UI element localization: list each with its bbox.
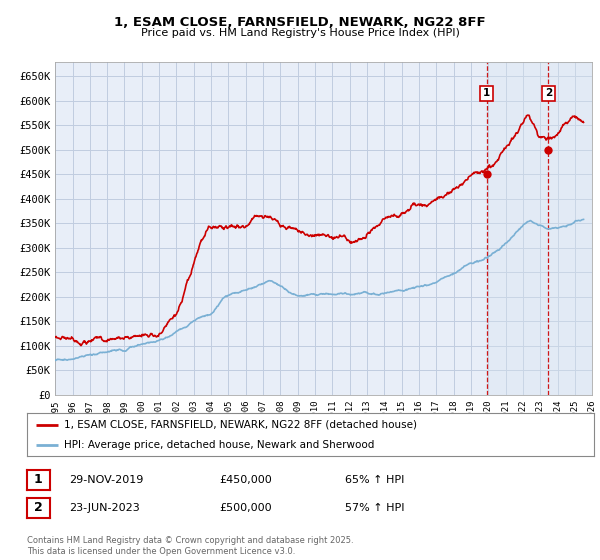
Text: 65% ↑ HPI: 65% ↑ HPI <box>345 475 404 485</box>
Text: 1: 1 <box>34 473 43 487</box>
Text: 1: 1 <box>483 88 490 99</box>
Text: Price paid vs. HM Land Registry's House Price Index (HPI): Price paid vs. HM Land Registry's House … <box>140 28 460 38</box>
Text: Contains HM Land Registry data © Crown copyright and database right 2025.
This d: Contains HM Land Registry data © Crown c… <box>27 536 353 556</box>
Text: £500,000: £500,000 <box>219 503 272 513</box>
Text: 1, ESAM CLOSE, FARNSFIELD, NEWARK, NG22 8FF: 1, ESAM CLOSE, FARNSFIELD, NEWARK, NG22 … <box>114 16 486 29</box>
Bar <box>487 62 592 395</box>
Text: 23-JUN-2023: 23-JUN-2023 <box>69 503 140 513</box>
Text: 2: 2 <box>34 501 43 515</box>
Text: 2: 2 <box>545 88 552 99</box>
Text: HPI: Average price, detached house, Newark and Sherwood: HPI: Average price, detached house, Newa… <box>64 440 374 450</box>
Text: 57% ↑ HPI: 57% ↑ HPI <box>345 503 404 513</box>
Text: £450,000: £450,000 <box>219 475 272 485</box>
Text: 1, ESAM CLOSE, FARNSFIELD, NEWARK, NG22 8FF (detached house): 1, ESAM CLOSE, FARNSFIELD, NEWARK, NG22 … <box>64 419 417 430</box>
Text: 29-NOV-2019: 29-NOV-2019 <box>69 475 143 485</box>
